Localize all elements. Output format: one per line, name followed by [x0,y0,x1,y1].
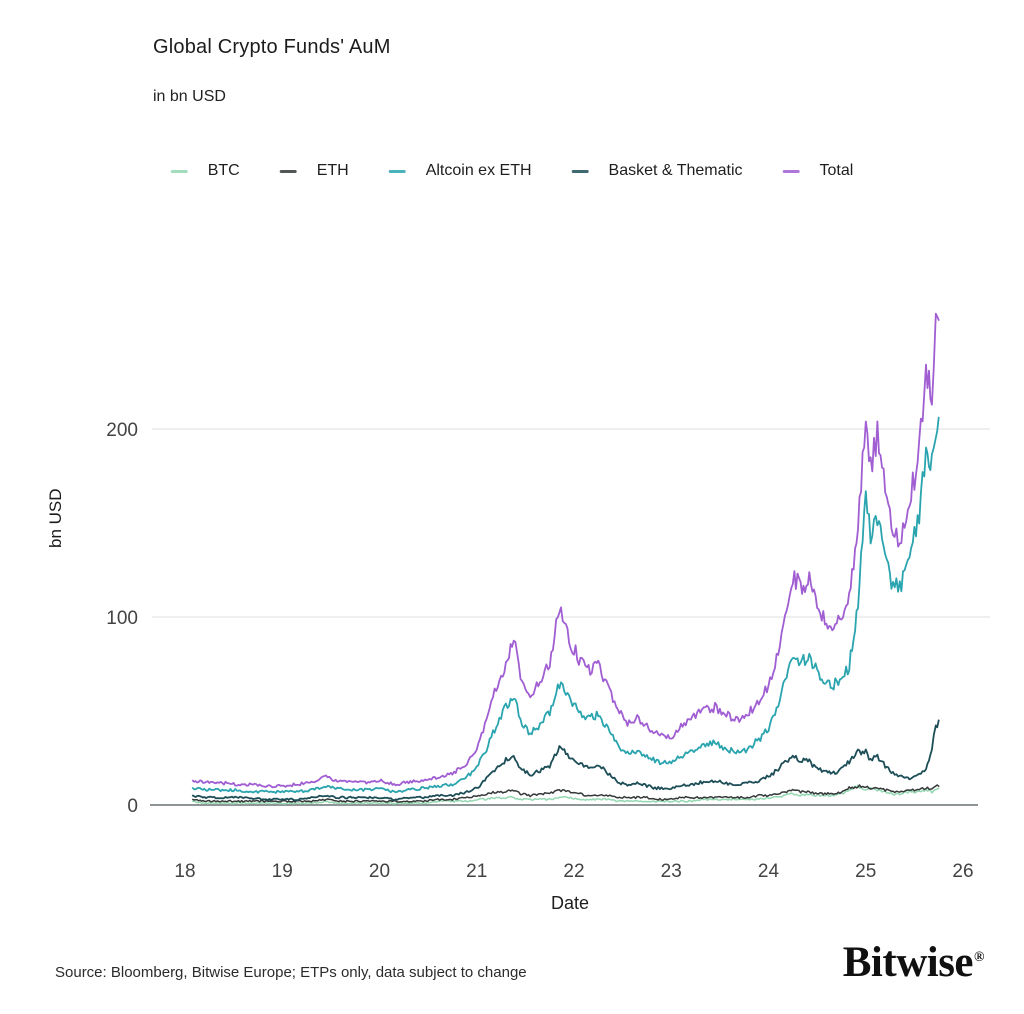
legend-label: Total [819,162,854,179]
legend-item-total: Total [782,162,854,180]
x-tick-label: 23 [661,861,682,882]
y-tick-label: 100 [106,608,138,629]
series-line-altcoin-ex-eth [191,416,940,794]
legend-item-basket-thematic: Basket & Thematic [571,162,743,180]
legend-dash-icon [170,169,188,173]
legend-label: ETH [316,162,349,179]
bitwise-logo-text: Bitwise [842,939,974,986]
x-tick-label: 21 [466,861,487,882]
x-tick-label: 24 [758,861,780,882]
legend-dash-icon [388,169,406,173]
series-line-basket-thematic [191,719,940,802]
legend-label: Basket & Thematic [608,162,743,179]
x-tick-label: 25 [855,861,876,882]
x-axis-title: Date [550,893,590,913]
x-tick-label: 20 [369,861,390,882]
legend-item-eth: ETH [279,162,349,180]
source-note: Source: Bloomberg, Bitwise Europe; ETPs … [55,964,527,981]
legend-item-altcoin-ex-eth: Altcoin ex ETH [388,162,532,180]
chart-title: Global Crypto Funds' AuM [153,36,391,58]
legend-dash-icon [279,169,297,173]
registered-trademark-icon: ® [974,949,984,965]
x-tick-label: 18 [174,861,195,882]
legend-dash-icon [782,169,800,173]
y-tick-label: 0 [127,796,138,817]
x-tick-label: 26 [952,861,973,882]
y-axis-title: bn USD [46,488,65,548]
x-tick-label: 22 [563,861,584,882]
series-line-total [191,312,940,789]
series-line-eth [192,784,940,803]
legend-label: Altcoin ex ETH [425,162,532,179]
legend-dash-icon [571,169,589,173]
legend-item-btc: BTC [170,162,240,180]
bitwise-logo: Bitwise® [842,938,985,987]
chart-subtitle: in bn USD [153,88,226,105]
series-line-btc [192,784,940,805]
y-tick-label: 200 [106,420,138,441]
legend-label: BTC [207,162,240,179]
x-tick-label: 19 [272,861,293,882]
chart-legend: BTC ETH Altcoin ex ETH Basket & Thematic… [170,162,854,180]
